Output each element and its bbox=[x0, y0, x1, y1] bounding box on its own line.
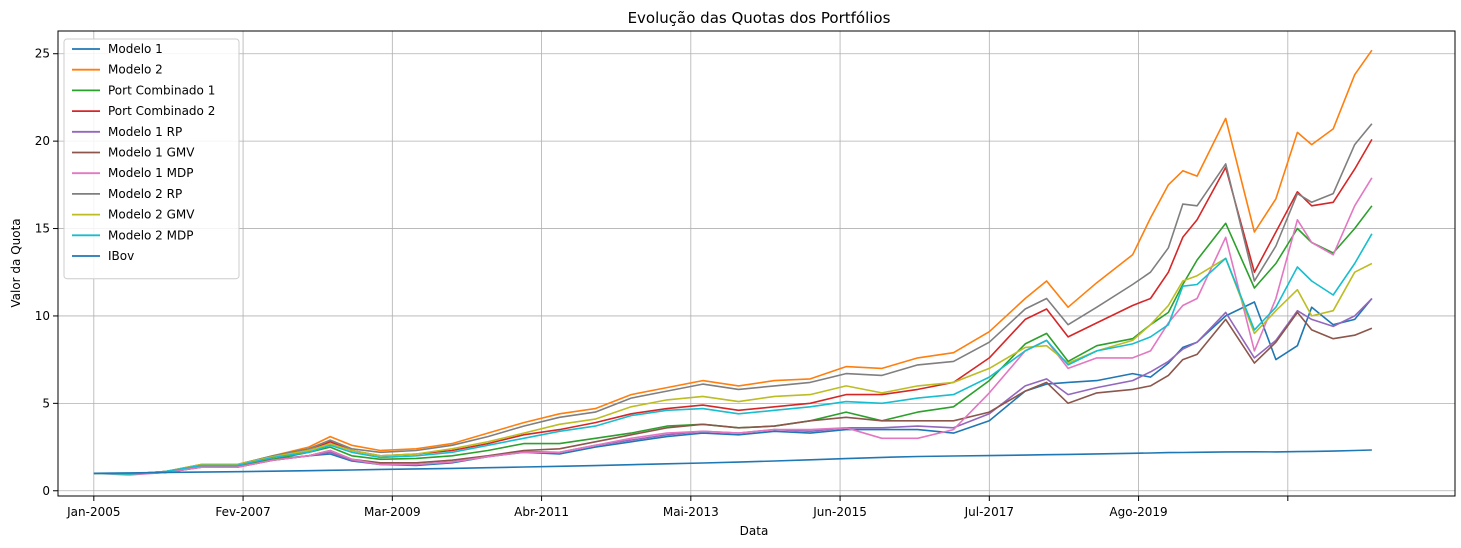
series-line-2 bbox=[93, 49, 1373, 475]
x-tick-label: Fev-2007 bbox=[215, 505, 270, 519]
y-tick-label: 5 bbox=[42, 396, 50, 410]
legend-label: Modelo 2 GMV bbox=[108, 208, 195, 222]
legend-label: Modelo 1 bbox=[108, 42, 163, 56]
x-tick-label: Abr-2011 bbox=[514, 505, 569, 519]
legend-label: Modelo 2 RP bbox=[108, 187, 182, 201]
y-tick-label: 10 bbox=[35, 309, 50, 323]
y-tick-label: 20 bbox=[35, 134, 50, 148]
y-tick-label: 25 bbox=[35, 47, 50, 61]
series-line-1 bbox=[93, 297, 1373, 475]
x-tick-label: Jul-2017 bbox=[964, 505, 1014, 519]
legend: Modelo 1 Modelo 2 Port Combinado 1 Port Com… bbox=[63, 38, 240, 280]
y-tick-label: 15 bbox=[35, 222, 50, 236]
legend-label: Modelo 2 MDP bbox=[108, 228, 193, 242]
x-tick-label: Mai-2013 bbox=[663, 505, 719, 519]
series-line-9 bbox=[93, 257, 1373, 475]
plot-frame bbox=[57, 30, 1456, 497]
legend-box bbox=[63, 38, 240, 280]
x-axis-label: Data bbox=[740, 524, 769, 538]
series-line-5 bbox=[93, 297, 1373, 475]
legend-label: Modelo 1 RP bbox=[108, 125, 182, 139]
y-tick-label: 0 bbox=[42, 484, 50, 498]
x-tick-label: Mar-2009 bbox=[364, 505, 421, 519]
y-axis-ticks: 0 5 10 15 20 25 bbox=[35, 47, 58, 498]
series-line-6 bbox=[93, 311, 1373, 475]
chart-title: Evolução das Quotas dos Portfólios bbox=[628, 9, 891, 27]
legend-label: Modelo 1 MDP bbox=[108, 166, 193, 180]
x-tick-label: Jun-2015 bbox=[812, 505, 867, 519]
series-line-10 bbox=[93, 233, 1373, 475]
series-line-3 bbox=[93, 205, 1373, 475]
series-lines bbox=[93, 49, 1373, 476]
series-line-11 bbox=[93, 449, 1372, 475]
series-line-7 bbox=[93, 177, 1373, 476]
legend-label: IBov bbox=[108, 249, 134, 263]
legend-label: Modelo 1 GMV bbox=[108, 146, 195, 160]
x-tick-label: Jan-2005 bbox=[66, 505, 120, 519]
series-line-4 bbox=[93, 138, 1373, 475]
series-line-8 bbox=[93, 123, 1373, 475]
x-tick-label: Ago-2019 bbox=[1109, 505, 1167, 519]
y-axis-label: Valor da Quota bbox=[9, 218, 23, 307]
legend-label: Port Combinado 2 bbox=[108, 104, 215, 118]
legend-label: Modelo 2 bbox=[108, 63, 163, 77]
legend-label: Port Combinado 1 bbox=[108, 83, 215, 97]
x-axis-ticks: Jan-2005 Fev-2007 Mar-2009 Abr-2011 Mai-2013… bbox=[66, 496, 1289, 519]
